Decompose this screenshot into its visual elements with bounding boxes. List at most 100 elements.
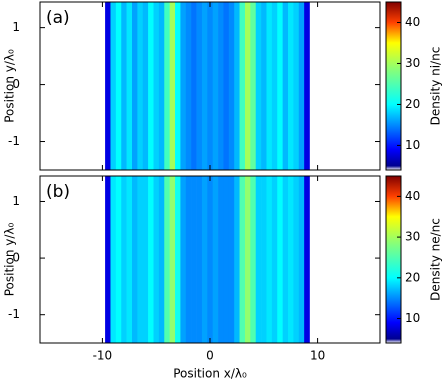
density-column (234, 176, 240, 343)
density-column (304, 2, 310, 170)
y-tick-label: -1 (8, 134, 20, 148)
density-column (244, 2, 251, 170)
density-column (180, 176, 187, 343)
colorbar (385, 175, 402, 344)
density-column (239, 176, 246, 343)
density-column (288, 176, 294, 343)
density-column (158, 176, 165, 343)
x-axis-label: Position x/λ₀ (173, 367, 247, 381)
density-column (153, 176, 160, 343)
density-column (142, 176, 149, 343)
density-column (218, 2, 224, 170)
density-column (298, 176, 305, 343)
density-column (185, 176, 192, 343)
density-column (293, 176, 300, 343)
density-column (255, 176, 262, 343)
density-column (266, 176, 273, 343)
density-column (239, 2, 246, 170)
density-column (142, 2, 149, 170)
x-tick-label: 0 (206, 349, 214, 363)
density-column (212, 176, 219, 343)
colorbar-tick-label: 40 (405, 189, 420, 203)
density-column (121, 176, 127, 343)
density-column (164, 176, 170, 343)
colorbar-label: Density ne/nc (429, 218, 443, 301)
density-column (234, 2, 240, 170)
density-column (244, 176, 251, 343)
y-axis-label: Position y/λ₀ (3, 49, 17, 123)
density-column (175, 176, 181, 343)
density-column (191, 2, 197, 170)
density-column (169, 2, 176, 170)
density-column (185, 2, 192, 170)
density-column (153, 2, 160, 170)
density-column (148, 176, 154, 343)
density-column (110, 2, 117, 170)
density-column (201, 176, 208, 343)
density-column (137, 176, 144, 343)
density-column (261, 2, 267, 170)
density-column (126, 2, 133, 170)
y-tick-label: 0 (12, 251, 20, 265)
density-column (255, 2, 262, 170)
density-column (212, 2, 219, 170)
density-column (271, 176, 278, 343)
density-column (207, 176, 213, 343)
density-column (304, 176, 310, 343)
density-column (218, 176, 224, 343)
colorbar (385, 1, 402, 171)
density-column (207, 2, 213, 170)
density-column (277, 176, 283, 343)
density-column (282, 2, 289, 170)
colorbar-tick-label: 30 (405, 56, 420, 70)
density-column (228, 2, 235, 170)
density-column (293, 2, 300, 170)
panel-label: (b) (46, 182, 70, 202)
density-column (158, 2, 165, 170)
y-tick-label: -1 (8, 307, 20, 321)
density-column (131, 176, 138, 343)
x-tick-label: -10 (93, 349, 113, 363)
y-tick-label: 1 (12, 20, 20, 34)
density-column (137, 2, 144, 170)
density-column (191, 176, 197, 343)
panel-label: (a) (46, 8, 70, 28)
density-column (196, 176, 203, 343)
density-column (169, 176, 176, 343)
colorbar-label: Density ni/nc (429, 47, 443, 126)
y-tick-label: 0 (12, 77, 20, 91)
density-column (196, 2, 203, 170)
density-column (110, 176, 117, 343)
colorbar-tick-label: 40 (405, 15, 420, 29)
density-column (105, 2, 111, 170)
x-tick-label: 10 (310, 349, 325, 363)
y-tick-label: 1 (12, 194, 20, 208)
density-column (115, 176, 122, 343)
colorbar-tick-label: 10 (405, 311, 420, 325)
density-column (288, 2, 294, 170)
density-column (266, 2, 273, 170)
colorbar-tick-label: 30 (405, 230, 420, 244)
density-column (121, 2, 127, 170)
density-column (148, 2, 154, 170)
density-column (282, 176, 289, 343)
density-column (105, 176, 111, 343)
density-column (131, 2, 138, 170)
density-column (115, 2, 122, 170)
density-column (164, 2, 170, 170)
density-column (126, 176, 133, 343)
density-column (250, 2, 257, 170)
colorbar-tick-label: 10 (405, 138, 420, 152)
density-column (271, 2, 278, 170)
density-column (277, 2, 283, 170)
density-column (175, 2, 181, 170)
density-column (180, 2, 187, 170)
density-column (223, 2, 230, 170)
density-column (250, 176, 257, 343)
y-axis-label: Position y/λ₀ (3, 223, 17, 297)
colorbar-tick-label: 20 (405, 270, 420, 284)
colorbar-tick-label: 20 (405, 97, 420, 111)
density-column (228, 176, 235, 343)
density-column (201, 2, 208, 170)
density-column (223, 176, 230, 343)
